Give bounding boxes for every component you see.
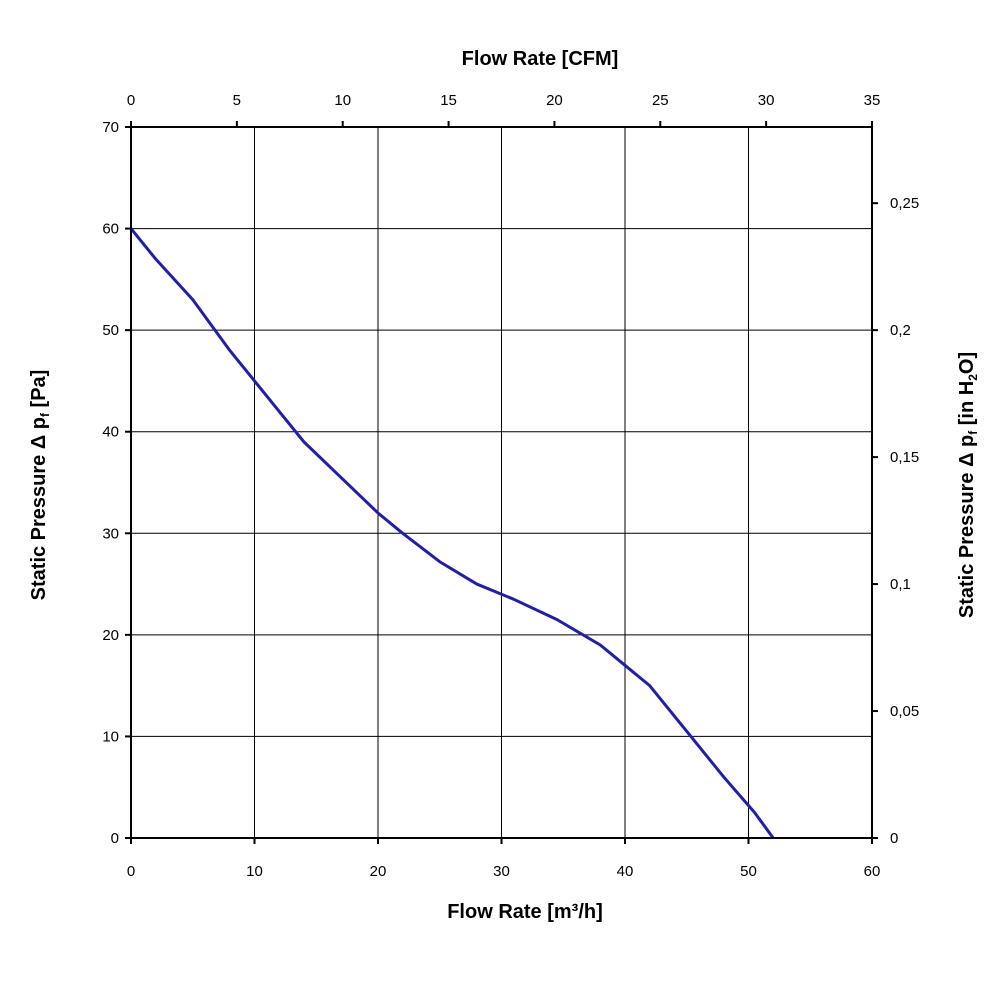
tick-labels: 0 10 20 30 40 50 60 0 5 10 15 20 25 30 35 0 10 20 30 40 50 60… xyxy=(102,92,919,880)
y-tick-label: 40 xyxy=(102,424,119,441)
y-tick-label: 50 xyxy=(102,322,119,339)
y2-tick-label: 0,15 xyxy=(890,449,919,466)
x2-tick-label: 30 xyxy=(758,92,775,109)
x-tick-label: 0 xyxy=(127,863,135,880)
x-tick-label: 60 xyxy=(864,863,881,880)
x2-tick-label: 20 xyxy=(546,92,563,109)
x-tick-label: 40 xyxy=(617,863,634,880)
curve-layer xyxy=(129,227,775,839)
x-tick-label: 50 xyxy=(740,863,757,880)
x-tick-label: 30 xyxy=(493,863,510,880)
x2-tick-label: 0 xyxy=(127,92,135,109)
x2-tick-label: 5 xyxy=(233,92,241,109)
y2-tick-label: 0,1 xyxy=(890,576,911,593)
x2-axis-title: Flow Rate [CFM] xyxy=(462,48,619,70)
x-axis-title: Flow Rate [m³/h] xyxy=(447,901,603,923)
x2-tick-label: 15 xyxy=(440,92,457,109)
y2-axis-title: Static Pressure Δ pf [in H2O] xyxy=(956,352,980,618)
y2-tick-label: 0,2 xyxy=(890,322,911,339)
y-tick-label: 20 xyxy=(102,627,119,644)
y-tick-label: 10 xyxy=(102,728,119,745)
y-tick-label: 30 xyxy=(102,525,119,542)
y2-tick-label: 0,25 xyxy=(890,195,919,212)
x2-tick-label: 10 xyxy=(334,92,351,109)
y-axis-title: Static Pressure Δ pf [Pa] xyxy=(28,370,52,601)
x2-tick-label: 35 xyxy=(864,92,881,109)
y-tick-label: 70 xyxy=(102,119,119,136)
grid-lines xyxy=(131,127,872,838)
x-tick-label: 10 xyxy=(246,863,263,880)
x2-tick-label: 25 xyxy=(652,92,669,109)
y2-tick-label: 0,05 xyxy=(890,703,919,720)
y-tick-label: 60 xyxy=(102,221,119,238)
tick-marks xyxy=(125,121,878,844)
pressure-curve-line xyxy=(129,227,775,839)
x-tick-label: 20 xyxy=(370,863,387,880)
y-tick-label: 0 xyxy=(111,830,119,847)
y2-tick-label: 0 xyxy=(890,830,898,847)
